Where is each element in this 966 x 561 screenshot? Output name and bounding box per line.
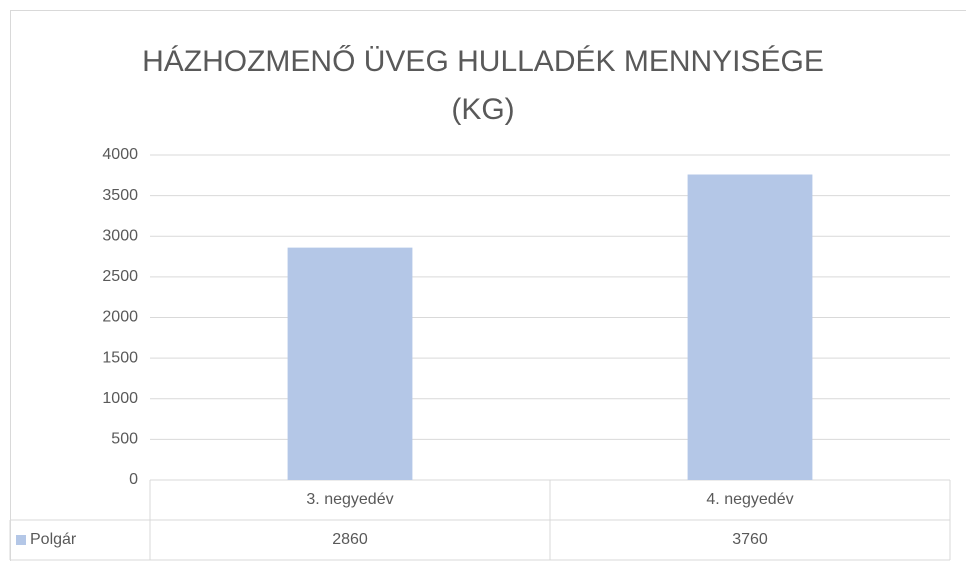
x-tick-label: 4. negyedév [706, 491, 793, 508]
table-value: 2860 [332, 531, 368, 548]
chart-border [10, 10, 966, 561]
chart-title: HÁZHOZMENŐ ÜVEG HULLADÉK MENNYISÉGE (KG) [142, 45, 824, 126]
legend-key [16, 535, 26, 545]
y-tick-label: 3000 [102, 227, 138, 244]
y-tick-label: 1500 [102, 349, 138, 366]
y-tick-label: 4000 [102, 146, 138, 163]
y-tick-label: 1000 [102, 390, 138, 407]
y-tick-label: 0 [129, 471, 138, 488]
bar [287, 247, 413, 480]
y-tick-label: 2000 [102, 309, 138, 326]
x-tick-label: 3. negyedév [306, 491, 393, 508]
y-tick-label: 500 [111, 431, 138, 448]
legend-label: Polgár [30, 531, 77, 548]
y-tick-label: 2500 [102, 268, 138, 285]
table-value: 3760 [732, 531, 768, 548]
bar [687, 174, 813, 480]
y-tick-label: 3500 [102, 187, 138, 204]
